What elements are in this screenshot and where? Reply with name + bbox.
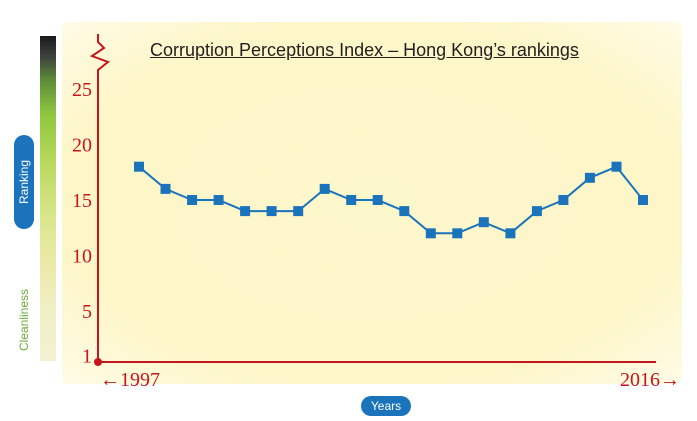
- y-tick-label: 20: [72, 135, 92, 157]
- data-point-marker: [531, 206, 542, 217]
- data-point-marker: [399, 206, 410, 217]
- data-point-marker: [319, 183, 330, 194]
- data-markers: [134, 161, 648, 239]
- data-point-marker: [638, 195, 648, 205]
- chart-title: Corruption Perceptions Index – Hong Kong…: [150, 40, 579, 60]
- ranking-badge: [14, 135, 34, 229]
- y-tick-label: 5: [82, 301, 92, 323]
- data-point-marker: [425, 228, 436, 239]
- data-point-marker: [372, 195, 383, 205]
- data-point-marker: [293, 206, 304, 217]
- data-point-marker: [240, 206, 251, 217]
- axis-origin-dot: [94, 358, 102, 366]
- y-tick-label: 10: [72, 246, 92, 268]
- plot-background: [62, 22, 682, 384]
- data-point-marker: [187, 195, 198, 205]
- y-tick-label: 25: [72, 79, 92, 101]
- y-tick-label: 1: [82, 345, 92, 367]
- y-tick-label: 15: [72, 190, 92, 212]
- y-axis-line: [89, 34, 110, 362]
- data-point-marker: [584, 172, 595, 183]
- data-point-marker: [346, 195, 357, 205]
- data-point-marker: [505, 228, 516, 239]
- data-point-marker: [558, 195, 569, 205]
- data-point-marker: [213, 195, 224, 205]
- data-point-marker: [478, 217, 489, 228]
- data-point-marker: [452, 228, 463, 239]
- data-point-marker: [134, 161, 144, 172]
- data-point-marker: [266, 206, 277, 217]
- ranking-color-scale: [40, 36, 56, 361]
- data-point-marker: [160, 183, 171, 194]
- data-point-marker: [611, 161, 622, 172]
- x-axis-start-label: ←1997: [100, 369, 160, 391]
- x-axis-label: Years: [361, 396, 411, 416]
- x-axis-end-label: 2016→: [620, 369, 680, 391]
- axes: [89, 34, 656, 366]
